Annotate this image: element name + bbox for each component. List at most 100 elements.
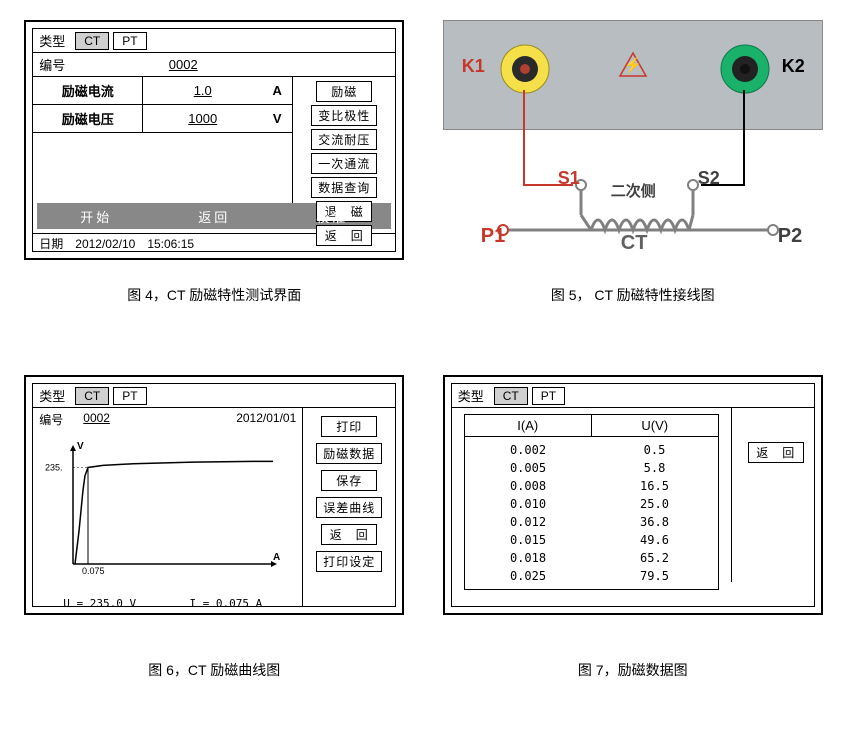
back-button[interactable]: 返回: [198, 207, 230, 226]
voltage-unit: V: [262, 111, 292, 126]
p2-label: P2: [778, 225, 802, 248]
side-button-6[interactable]: 返 回: [316, 225, 372, 246]
figure-6: 类型 CT PT 编号 0002 2012/01/01: [20, 375, 409, 680]
table-cell: 49.6: [591, 531, 718, 549]
id-value: 0002: [83, 411, 110, 428]
table-cell: 0.018: [465, 549, 592, 567]
table-row: 0.01865.2: [465, 549, 718, 567]
side-button-5[interactable]: 打印设定: [316, 551, 382, 572]
tab-ct[interactable]: CT: [494, 387, 528, 405]
excitation-curve-chart: VA235.0.075: [43, 439, 283, 589]
table-cell: 5.8: [591, 459, 718, 477]
table-row: 0.00816.5: [465, 477, 718, 495]
svg-text:A: A: [273, 552, 280, 563]
wiring-diagram: K1 ⚡: [443, 20, 823, 260]
svg-text:235.: 235.: [45, 462, 63, 472]
return-button[interactable]: 返 回: [748, 442, 804, 463]
k1-label: K1: [462, 56, 485, 77]
side-buttons: 打印励磁数据保存误差曲线返 回打印设定: [303, 408, 395, 606]
table-cell: 25.0: [591, 495, 718, 513]
side-button-0[interactable]: 打印: [321, 416, 377, 437]
side-button-1[interactable]: 变比极性: [311, 105, 377, 126]
side-buttons: 励磁变比极性交流耐压一次通流数据查询退 磁返 回: [293, 77, 395, 203]
side-button-0[interactable]: 励磁: [316, 81, 372, 102]
figure5-caption: 图 5， CT 励磁特性接线图: [551, 285, 715, 305]
side-button-2[interactable]: 交流耐压: [311, 129, 377, 150]
table-cell: 65.2: [591, 549, 718, 567]
id-row: 编号 0002: [33, 53, 395, 77]
col-u: U(V): [592, 415, 718, 436]
voltage-value[interactable]: 1000: [143, 111, 262, 126]
tab-pt[interactable]: PT: [532, 387, 565, 405]
side-button-3[interactable]: 一次通流: [311, 153, 377, 174]
readout-i: 0.075 A: [216, 597, 262, 610]
param-row-current: 励磁电流 1.0 A: [33, 77, 292, 105]
excitation-data-table: I(A) U(V) 0.0020.50.0055.80.00816.50.010…: [464, 414, 719, 590]
param-row-voltage: 励磁电压 1000 V: [33, 105, 292, 133]
bottom-bar: 开始 返回 校准: [37, 203, 391, 229]
date-label: 日期: [39, 235, 63, 252]
current-value[interactable]: 1.0: [143, 83, 262, 98]
figure6-caption: 图 6，CT 励磁曲线图: [148, 660, 280, 680]
table-cell: 16.5: [591, 477, 718, 495]
s1-label: S1: [558, 168, 580, 189]
secondary-label: 二次侧: [611, 180, 656, 201]
table-cell: 0.010: [465, 495, 592, 513]
table-body: 0.0020.50.0055.80.00816.50.01025.00.0123…: [465, 437, 718, 589]
table-header: I(A) U(V): [465, 415, 718, 437]
table-cell: 0.012: [465, 513, 592, 531]
tab-ct[interactable]: CT: [75, 387, 109, 405]
svg-text:⚡: ⚡: [623, 56, 642, 74]
k1-terminal: [499, 43, 551, 95]
chart-date: 2012/01/01: [236, 411, 296, 428]
current-label: 励磁电流: [33, 77, 143, 104]
type-row: 类型 CT PT: [452, 384, 814, 408]
table-cell: 79.5: [591, 567, 718, 585]
table-row: 0.01025.0: [465, 495, 718, 513]
table-cell: 0.015: [465, 531, 592, 549]
figure-7: 类型 CT PT I(A) U(V) 0.0020.50.0055.80.008…: [439, 375, 828, 680]
p1-label: P1: [481, 225, 505, 248]
table-cell: 0.005: [465, 459, 592, 477]
side-button-1[interactable]: 励磁数据: [316, 443, 382, 464]
side-button-2[interactable]: 保存: [321, 470, 377, 491]
table-cell: 0.008: [465, 477, 592, 495]
calibrate-button[interactable]: 校准: [316, 207, 348, 226]
start-button[interactable]: 开始: [80, 207, 112, 226]
type-label: 类型: [33, 383, 71, 408]
col-i: I(A): [465, 415, 592, 436]
k2-label: K2: [782, 56, 805, 77]
table-row: 0.02579.5: [465, 567, 718, 585]
type-label: 类型: [452, 383, 490, 408]
svg-text:0.075: 0.075: [82, 566, 105, 576]
table-cell: 0.5: [591, 441, 718, 459]
figure-4: 类型 CT PT 编号 0002 励磁电流 1.0 A: [20, 20, 409, 305]
ct-label: CT: [621, 232, 648, 255]
figure4-panel: 类型 CT PT 编号 0002 励磁电流 1.0 A: [24, 20, 404, 260]
figure4-caption: 图 4，CT 励磁特性测试界面: [127, 285, 301, 305]
figure-5: K1 ⚡: [439, 20, 828, 305]
readout-u-label: U =: [63, 597, 83, 610]
type-label: 类型: [33, 28, 71, 53]
warning-icon: ⚡: [618, 51, 648, 84]
id-value[interactable]: 0002: [71, 57, 295, 72]
tab-ct[interactable]: CT: [75, 32, 109, 50]
device-body: K1 ⚡: [443, 20, 823, 130]
id-label: 编号: [33, 52, 71, 77]
figure7-panel: 类型 CT PT I(A) U(V) 0.0020.50.0055.80.008…: [443, 375, 823, 615]
table-cell: 0.002: [465, 441, 592, 459]
tab-pt[interactable]: PT: [113, 387, 146, 405]
data-table-area: I(A) U(V) 0.0020.50.0055.80.00816.50.010…: [452, 408, 732, 582]
s2-label: S2: [698, 168, 720, 189]
readout-i-label: I =: [189, 597, 209, 610]
id-label: 编号: [39, 411, 63, 428]
table-row: 0.01549.6: [465, 531, 718, 549]
figure6-panel: 类型 CT PT 编号 0002 2012/01/01: [24, 375, 404, 615]
side-button-4[interactable]: 返 回: [321, 524, 377, 545]
side-button-3[interactable]: 误差曲线: [316, 497, 382, 518]
figure7-caption: 图 7，励磁数据图: [578, 660, 688, 680]
tab-pt[interactable]: PT: [113, 32, 146, 50]
voltage-label: 励磁电压: [33, 105, 143, 132]
side-button-4[interactable]: 数据查询: [311, 177, 377, 198]
type-row: 类型 CT PT: [33, 29, 395, 53]
